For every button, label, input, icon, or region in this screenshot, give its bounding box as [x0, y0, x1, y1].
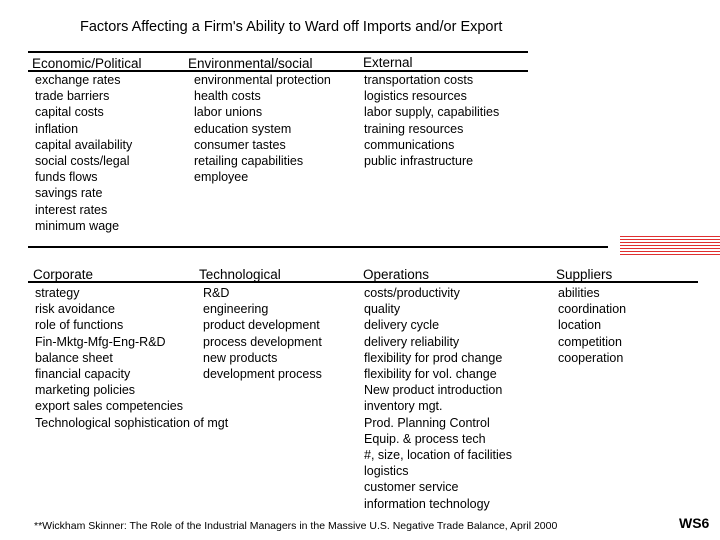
- list-item: education system: [194, 121, 292, 136]
- header-suppliers: Suppliers: [556, 267, 613, 282]
- slide-badge: WS6: [679, 515, 710, 531]
- list-item: capital availability: [35, 137, 133, 152]
- list-item: R&D: [203, 286, 230, 300]
- list-item: quality: [364, 302, 401, 317]
- list-item: process development: [203, 334, 322, 349]
- list-item: flexibility for vol. change: [364, 367, 497, 382]
- list-item: employee: [194, 170, 249, 185]
- list-technological: R&D engineering product development proc…: [203, 285, 322, 382]
- list-item: role of functions: [35, 318, 124, 333]
- list-item: minimum wage: [35, 218, 120, 233]
- list-item: costs/productivity: [364, 286, 460, 300]
- list-item: development process: [203, 367, 322, 382]
- footnote: **Wickham Skinner: The Role of the Indus…: [34, 520, 558, 532]
- list-item: product development: [203, 318, 320, 333]
- list-item: delivery cycle: [364, 318, 440, 333]
- section1-top-rule: [28, 51, 528, 53]
- list-item: inflation: [35, 121, 79, 136]
- list-item: risk avoidance: [35, 302, 115, 317]
- list-item: Fin-Mktg-Mfg-Eng-R&D: [35, 334, 166, 349]
- list-item: inventory mgt.: [364, 399, 443, 414]
- list-operations: costs/productivity quality delivery cycl…: [364, 285, 512, 512]
- list-item: health costs: [194, 89, 261, 104]
- list-item: logistics resources: [364, 89, 467, 104]
- list-item: marketing policies: [35, 383, 136, 398]
- accent-red-lines: [620, 236, 720, 256]
- list-item: information technology: [364, 496, 490, 511]
- list-item: logistics: [364, 464, 409, 479]
- list-item: location: [558, 318, 602, 333]
- list-economic-political: exchange rates trade barriers capital co…: [35, 72, 132, 234]
- list-item: labor unions: [194, 105, 263, 120]
- section2-header-rule: [28, 281, 698, 283]
- header-environmental-social: Environmental/social: [188, 56, 313, 71]
- list-suppliers: abilities coordination location competit…: [558, 285, 626, 366]
- list-item: coordination: [558, 302, 627, 317]
- list-item: abilities: [558, 286, 600, 300]
- list-item: engineering: [203, 302, 269, 317]
- list-item: training resources: [364, 121, 464, 136]
- header-economic-political: Economic/Political: [32, 56, 142, 71]
- list-item: retailing capabilities: [194, 154, 304, 169]
- list-external: transportation costs logistics resources…: [364, 72, 499, 169]
- list-item: competition: [558, 334, 622, 349]
- list-item: Equip. & process tech: [364, 431, 486, 446]
- section1-header-rule: [28, 70, 528, 72]
- list-item: environmental protection: [194, 73, 331, 87]
- list-item: customer service: [364, 480, 459, 495]
- list-item: social costs/legal: [35, 154, 130, 169]
- list-item: delivery reliability: [364, 334, 460, 349]
- header-operations: Operations: [363, 267, 430, 282]
- list-item: savings rate: [35, 186, 103, 201]
- list-item: export sales competencies: [35, 399, 183, 414]
- list-item: labor supply, capabilities: [364, 105, 500, 120]
- list-item: #, size, location of facilities: [364, 448, 512, 463]
- list-item: exchange rates: [35, 73, 121, 87]
- list-corporate: strategy risk avoidance role of function…: [35, 285, 228, 431]
- page-title: Factors Affecting a Firm's Ability to Wa…: [80, 19, 503, 35]
- header-external: External: [363, 55, 413, 70]
- list-environmental-social: environmental protection health costs la…: [194, 72, 331, 185]
- list-item: interest rates: [35, 202, 108, 217]
- header-corporate: Corporate: [33, 267, 94, 282]
- list-item: Technological sophistication of mgt: [35, 415, 229, 430]
- list-item: balance sheet: [35, 350, 113, 365]
- list-item: new products: [203, 350, 278, 365]
- list-item: public infrastructure: [364, 154, 474, 169]
- list-item: transportation costs: [364, 73, 474, 87]
- list-item: trade barriers: [35, 89, 110, 104]
- list-item: capital costs: [35, 105, 104, 120]
- header-technological: Technological: [199, 267, 281, 282]
- list-item: New product introduction: [364, 383, 503, 398]
- list-item: strategy: [35, 286, 80, 300]
- list-item: financial capacity: [35, 367, 131, 382]
- list-item: communications: [364, 137, 455, 152]
- section2-top-rule: [28, 246, 608, 248]
- list-item: funds flows: [35, 170, 98, 185]
- list-item: Prod. Planning Control: [364, 415, 490, 430]
- list-item: consumer tastes: [194, 137, 286, 152]
- list-item: cooperation: [558, 350, 624, 365]
- list-item: flexibility for prod change: [364, 350, 503, 365]
